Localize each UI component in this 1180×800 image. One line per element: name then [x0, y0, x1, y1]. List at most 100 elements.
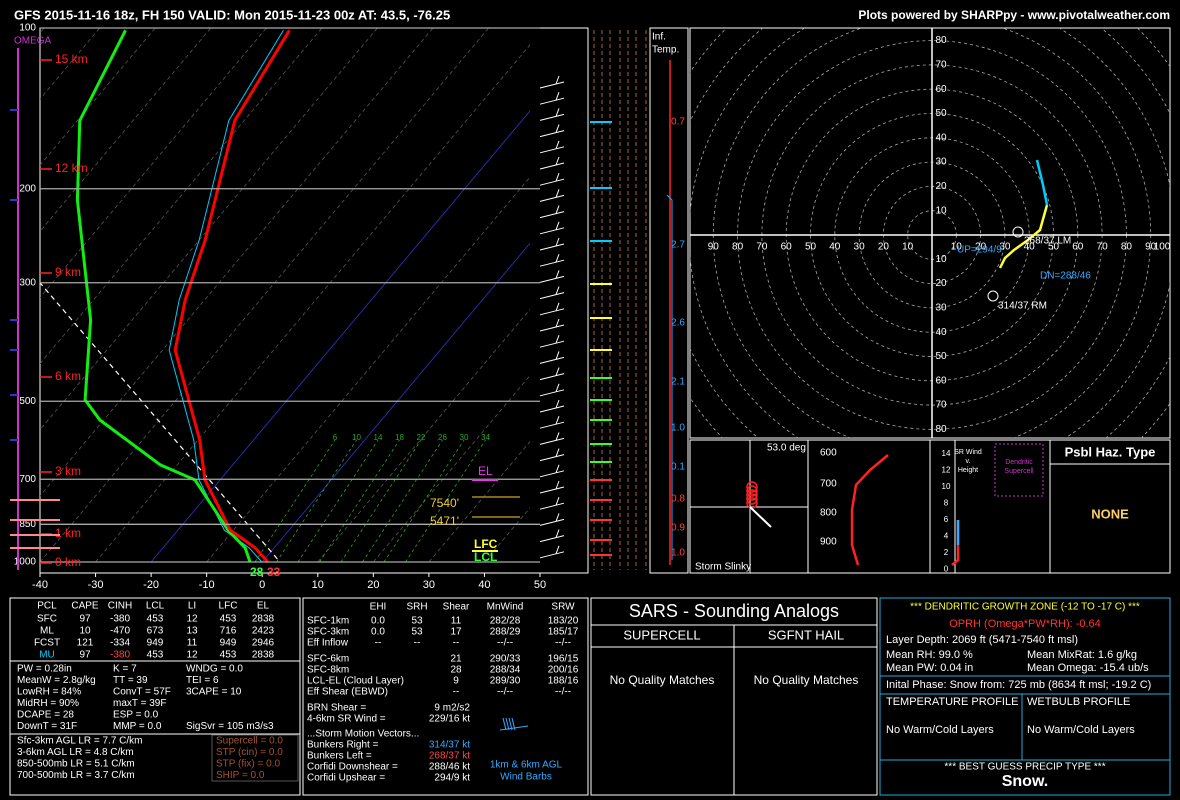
wind-barb — [555, 383, 560, 392]
kin-cell: -- — [375, 638, 382, 649]
height-label: 15 km — [55, 52, 88, 66]
srwind-title: v. — [966, 458, 971, 465]
wind-barb — [555, 75, 560, 85]
inf-value: 0.1 — [671, 462, 685, 473]
inf-value: 0.7 — [671, 117, 685, 128]
index: MMP = 0.0 — [113, 721, 162, 732]
ring-label: 80 — [935, 35, 947, 46]
dgz-head: WETBULB PROFILE — [1027, 696, 1130, 708]
lm-marker — [1012, 226, 1024, 238]
thermo-cell: 11 — [187, 638, 198, 649]
thermo-header: LFC — [219, 601, 238, 612]
thermo-cell: 2838 — [252, 650, 275, 661]
rm-label: 314/37 RM — [998, 301, 1047, 312]
slinky-ring — [746, 481, 758, 493]
isotherm — [484, 507, 530, 563]
wind-barb — [539, 130, 565, 138]
param-box — [211, 734, 299, 782]
skewt-plot — [40, 28, 530, 563]
param: Supercell = 0.0 — [216, 736, 283, 747]
thermo-header: EL — [257, 601, 270, 612]
wind-barb — [539, 535, 565, 543]
kin-extra: 229/16 kt — [429, 714, 470, 725]
ring-label: 70 — [935, 60, 947, 71]
index: WNDG = 0.0 — [186, 664, 243, 675]
dn-label: DN=288/46 — [1040, 271, 1091, 282]
isotherm — [40, 28, 267, 299]
height-label: 1 km — [55, 526, 81, 540]
x-label: 40 — [829, 242, 841, 253]
wind-barb — [555, 416, 560, 425]
ring-label: 30 — [935, 303, 947, 314]
thermo-cell: 12 — [186, 614, 198, 625]
index: MeanW = 2.8g/kg — [17, 675, 96, 686]
temperature-line — [173, 29, 291, 563]
omega-label: OMEGA — [14, 36, 52, 47]
kin-cell: 9 — [453, 676, 459, 687]
wind-barb — [555, 221, 560, 230]
wind-barb — [539, 470, 565, 478]
wind-barb — [555, 108, 560, 117]
hazard-title: Psbl Haz. Type — [1065, 444, 1156, 459]
thermo-header: LI — [188, 601, 196, 612]
frames — [9, 27, 1171, 796]
index: MidRH = 90% — [17, 698, 79, 709]
sfc-dewpoint: 28 — [250, 565, 264, 579]
index: ESP = 0.0 — [113, 710, 159, 721]
wind-barb — [539, 211, 565, 219]
srwind-inner: Dendritic — [1005, 459, 1033, 466]
wind-barb — [539, 194, 565, 202]
wind-barb — [555, 302, 560, 311]
thermo-header: CINH — [108, 601, 132, 612]
ring-label: 20 — [935, 181, 947, 192]
inf-value: 0.9 — [671, 523, 685, 534]
sfc-temp: 33 — [267, 565, 281, 579]
wind-barb — [555, 480, 560, 490]
x-label: 40 — [1024, 242, 1036, 253]
kin-cell: 21 — [450, 654, 462, 665]
wind-barb — [539, 227, 565, 235]
thermo-header: LCL — [146, 601, 165, 612]
dgz-box — [994, 443, 1044, 497]
slinky-angle: 53.0 deg — [767, 443, 806, 454]
thermo-cell: 453 — [220, 650, 237, 661]
dgz-phase: Inital Phase: Snow from: 725 mb (8634 ft… — [886, 679, 1151, 691]
pressure-label: 100 — [19, 23, 36, 34]
lapse-rate: 3-6km AGL LR = 4.8 C/km — [17, 747, 134, 758]
thermo-cell: -470 — [110, 626, 130, 637]
barb-icon — [502, 717, 507, 731]
inf-value: 1.0 — [671, 423, 685, 434]
thermo-cell: 121 — [77, 638, 94, 649]
kin-cell: 188/16 — [548, 676, 579, 687]
up-label: UP=294/9 — [957, 245, 1002, 256]
wind-barb — [555, 513, 560, 522]
inf-value: 2.6 — [671, 318, 685, 329]
kin-cell: -- — [453, 687, 460, 698]
thetae-label: 600 — [820, 448, 837, 459]
wind-barb — [555, 318, 560, 328]
barb-note: 1km & 6km AGL — [490, 760, 563, 771]
lapse-rate: 700-500mb LR = 3.7 C/km — [17, 770, 135, 781]
x-label: 90 — [1145, 242, 1157, 253]
kin-cell: 289/30 — [490, 676, 521, 687]
wind-barb — [539, 421, 565, 429]
inferred-frame — [649, 27, 689, 574]
thermo-cell: 2423 — [252, 626, 275, 637]
thermo-cell: 2838 — [252, 614, 275, 625]
hazard-frame — [1049, 439, 1171, 574]
thermo-cell: 453 — [147, 614, 164, 625]
srwind-inner: Supercell — [1004, 468, 1034, 475]
index: 3CAPE = 10 — [186, 687, 242, 698]
wind-barb — [539, 486, 565, 494]
parcel-trace — [40, 281, 281, 563]
wind-barb — [539, 146, 565, 154]
isotherm — [40, 28, 323, 365]
ring-label: 20 — [935, 278, 947, 289]
temp-label: 20 — [367, 579, 379, 591]
temp-label: -20 — [143, 579, 159, 591]
kin-cell: --/-- — [497, 687, 513, 698]
wind-barb — [539, 275, 565, 283]
inf-value: 2.1 — [671, 377, 685, 388]
wind-barb — [555, 351, 560, 360]
hodo-frame — [689, 27, 1171, 439]
